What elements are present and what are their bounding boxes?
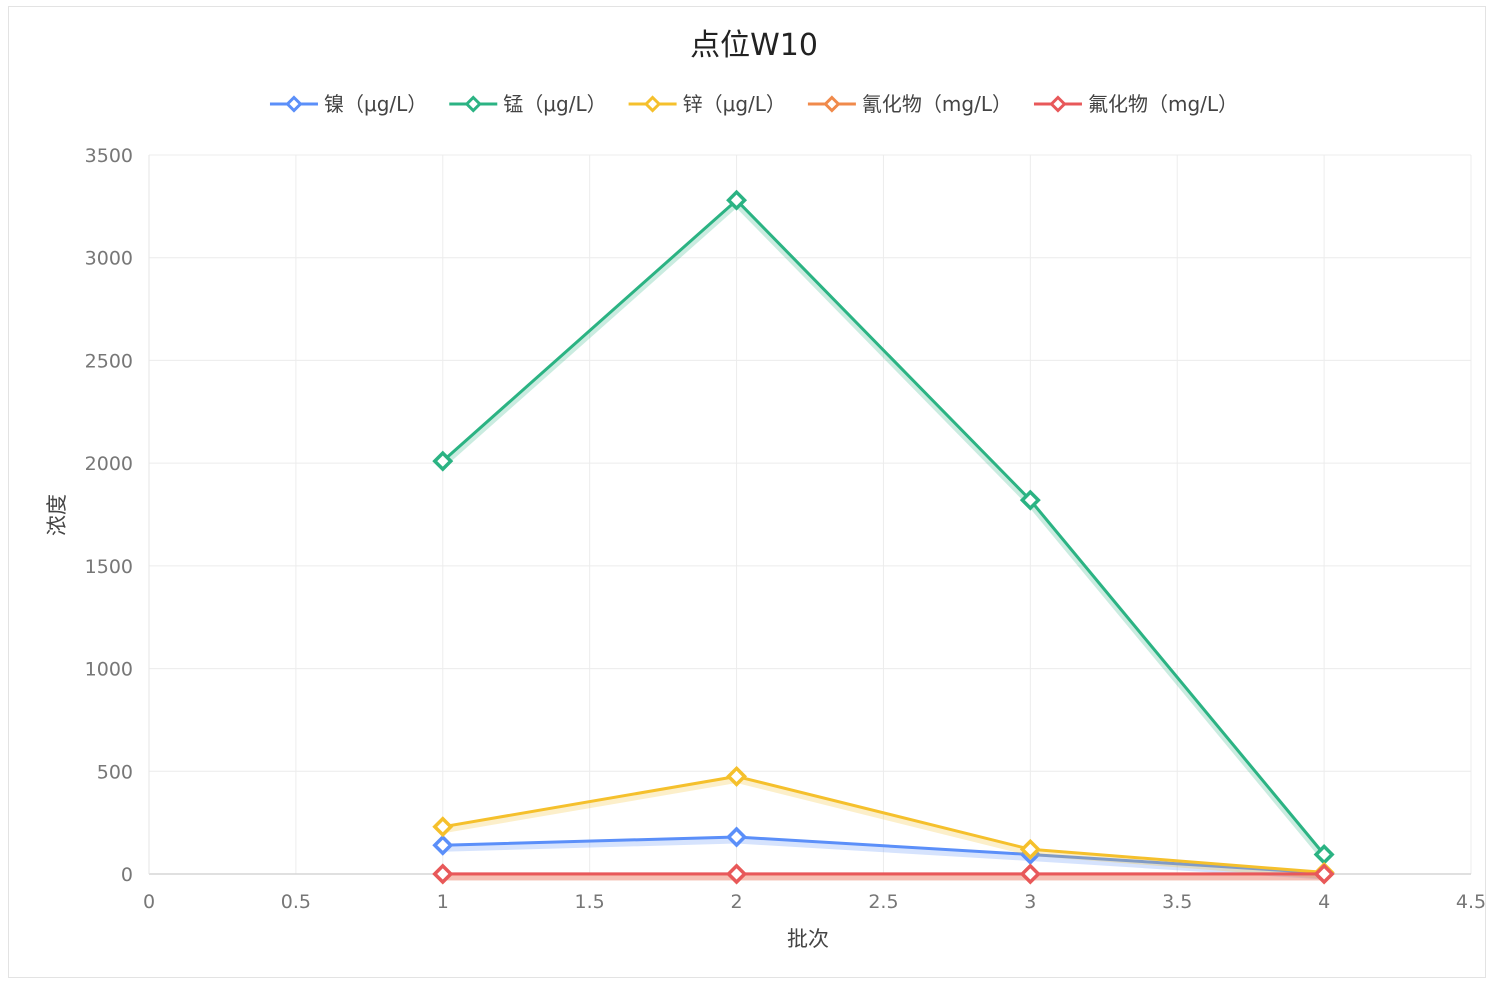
x-tick-label: 0.5 xyxy=(281,891,311,913)
chart-frame xyxy=(8,6,1486,978)
series-2 xyxy=(432,765,1335,883)
x-tick-label: 4 xyxy=(1318,891,1330,913)
x-tick-label: 1.5 xyxy=(575,891,605,913)
data-point[interactable] xyxy=(1019,489,1041,511)
legend-label: 锌（μg/L） xyxy=(683,92,786,116)
legend-label: 锰（μg/L） xyxy=(503,92,606,116)
x-tick-label: 4.5 xyxy=(1456,891,1486,913)
data-point[interactable] xyxy=(1019,863,1041,885)
legend-label: 氰化物（mg/L） xyxy=(862,92,1012,116)
data-point[interactable] xyxy=(1313,863,1335,885)
series-line-shadow xyxy=(440,199,1327,860)
y-axis-title: 浓度 xyxy=(45,494,69,536)
legend-marker-icon xyxy=(823,95,841,113)
data-point[interactable] xyxy=(1019,838,1041,860)
y-tick-label: 2500 xyxy=(85,350,133,372)
legend-label: 氟化物（mg/L） xyxy=(1088,92,1238,116)
x-axis-title: 批次 xyxy=(787,927,829,951)
data-point[interactable] xyxy=(432,450,454,472)
chart-title: 点位W10 xyxy=(690,28,818,63)
series-layer xyxy=(432,189,1335,885)
series-line-shadow xyxy=(442,775,1325,879)
x-tick-label: 2 xyxy=(731,891,743,913)
legend-item[interactable]: 氰化物（mg/L） xyxy=(807,92,1012,116)
x-tick-label: 3 xyxy=(1024,891,1036,913)
series-line xyxy=(442,774,1325,874)
y-tick-label: 1500 xyxy=(85,556,133,578)
x-tick-label: 2.5 xyxy=(868,891,898,913)
data-point[interactable] xyxy=(726,826,748,848)
legend-item[interactable]: 氟化物（mg/L） xyxy=(1033,92,1238,116)
y-tick-label: 1000 xyxy=(85,659,133,681)
legend-marker-icon xyxy=(285,95,303,113)
y-tick-label: 3000 xyxy=(85,248,133,270)
series-line xyxy=(441,198,1326,856)
data-point[interactable] xyxy=(726,863,748,885)
series-0 xyxy=(432,826,1335,884)
x-tick-label: 0 xyxy=(143,891,155,913)
legend-marker-icon xyxy=(1049,95,1067,113)
y-tick-label: 3500 xyxy=(85,145,133,167)
x-tick-label: 1 xyxy=(437,891,449,913)
legend-marker-icon xyxy=(464,95,482,113)
data-point[interactable] xyxy=(432,816,454,838)
legend-item[interactable]: 锰（μg/L） xyxy=(449,92,607,116)
legend[interactable]: 镍（μg/L） 锰（μg/L） 锌（μg/L） 氰化物（mg/L） 氟化物（mg/L） xyxy=(269,92,1238,116)
grid xyxy=(149,154,1472,874)
data-point[interactable] xyxy=(432,863,454,885)
legend-item[interactable]: 锌（μg/L） xyxy=(628,92,786,116)
legend-item[interactable]: 镍（μg/L） xyxy=(269,92,427,116)
y-tick-label: 2000 xyxy=(85,453,133,475)
series-line-shadow xyxy=(442,836,1325,880)
y-tick-label: 500 xyxy=(97,761,133,783)
legend-label: 镍（μg/L） xyxy=(324,92,427,116)
data-point[interactable] xyxy=(432,834,454,856)
series-line xyxy=(442,835,1325,875)
x-tick-label: 3.5 xyxy=(1162,891,1192,913)
data-point[interactable] xyxy=(726,189,748,211)
series-4 xyxy=(432,863,1335,885)
y-tick-label: 0 xyxy=(121,864,133,886)
data-point[interactable] xyxy=(726,765,748,787)
legend-marker-icon xyxy=(643,95,662,113)
